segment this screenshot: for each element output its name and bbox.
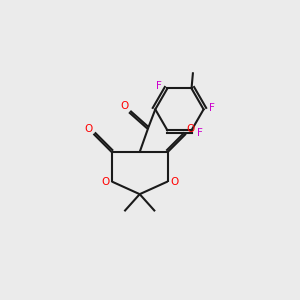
Text: O: O <box>170 176 178 187</box>
Text: O: O <box>101 176 110 187</box>
Text: F: F <box>209 103 215 113</box>
Text: F: F <box>197 128 203 138</box>
Text: O: O <box>121 101 129 111</box>
Text: F: F <box>156 80 162 91</box>
Text: O: O <box>84 124 93 134</box>
Text: O: O <box>187 124 195 134</box>
